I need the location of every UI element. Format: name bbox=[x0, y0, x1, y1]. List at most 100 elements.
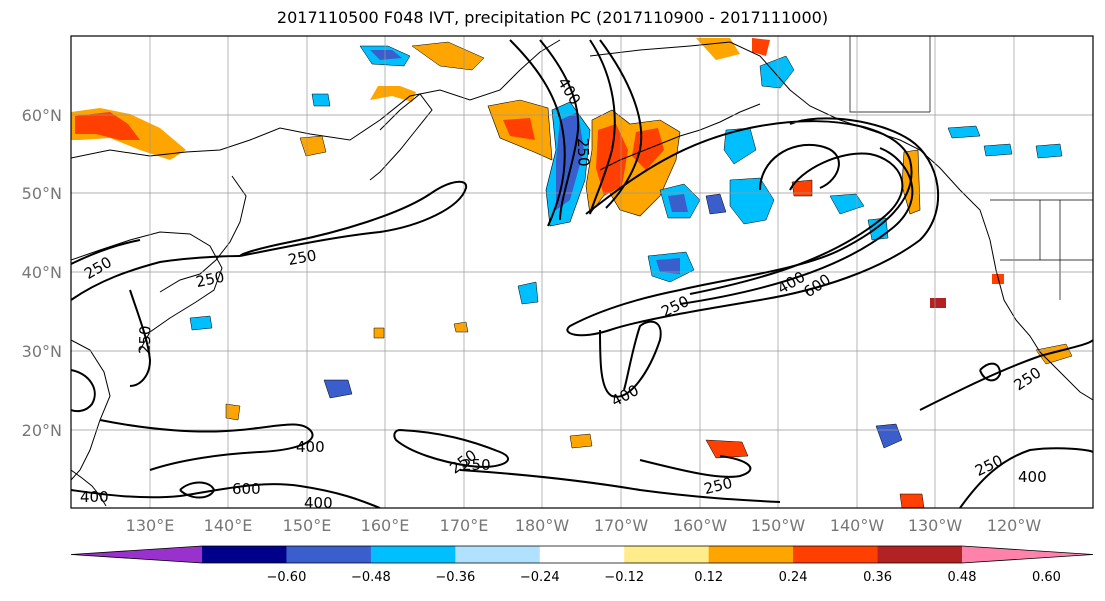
precip-positive-area bbox=[696, 38, 740, 60]
precip-positive-area bbox=[75, 112, 140, 140]
colorbar-segment bbox=[455, 546, 541, 563]
lon-label: 160°E bbox=[361, 516, 410, 535]
us-states-border bbox=[1000, 200, 1093, 300]
ivt-contour-line bbox=[959, 447, 1093, 508]
map-panel: 400 250 250 250 250 250 400 600 250 400 … bbox=[71, 36, 1093, 512]
precip-negative-area bbox=[983, 143, 1013, 157]
ivt-contour-line bbox=[979, 362, 1002, 382]
contour-label: 250 bbox=[194, 268, 226, 292]
ivt-contour-line bbox=[509, 39, 566, 227]
contour-label: 250 bbox=[574, 138, 593, 167]
lon-label: 130°W bbox=[908, 516, 963, 535]
precip-positive-area bbox=[569, 433, 593, 449]
precip-negative-area bbox=[668, 194, 688, 212]
colorbar-segment bbox=[539, 546, 625, 563]
political-borders bbox=[849, 36, 1093, 300]
lat-label: 40°N bbox=[22, 263, 62, 282]
alaska-coastline bbox=[589, 41, 1093, 401]
lon-label: 140°E bbox=[204, 516, 253, 535]
contour-label: 600 bbox=[232, 480, 261, 498]
ivt-contour-line bbox=[599, 39, 643, 209]
contour-label: 400 bbox=[554, 74, 584, 108]
precip-positive-area bbox=[930, 298, 946, 308]
lat-label: 30°N bbox=[22, 342, 62, 361]
colorbar-tick-label: 0.60 bbox=[1032, 570, 1061, 585]
lon-label: 170°E bbox=[440, 516, 489, 535]
lon-label: 180°W bbox=[515, 516, 570, 535]
contour-label: 250 bbox=[136, 325, 155, 354]
colorbar-tick-label: −0.36 bbox=[435, 570, 475, 585]
precip-positive-area bbox=[503, 118, 535, 140]
colorbar-tick-label: −0.48 bbox=[351, 570, 391, 585]
philippines-outline bbox=[71, 469, 107, 507]
lat-label: 50°N bbox=[22, 184, 62, 203]
asia-coastline bbox=[71, 39, 561, 159]
precip-positive-area bbox=[370, 86, 416, 102]
colorbar-extend-low bbox=[71, 546, 202, 563]
longitude-axis: 130°E 140°E 150°E 160°E 170°E 180°W 170°… bbox=[126, 516, 1042, 535]
ivt-contour-line bbox=[179, 481, 216, 499]
lon-label: 150°W bbox=[751, 516, 806, 535]
ivt-contour-line bbox=[589, 39, 616, 215]
map-frame bbox=[70, 35, 1094, 509]
precip-negative-area bbox=[517, 281, 539, 305]
japan-coastline bbox=[159, 175, 247, 293]
colorbar-tick-label: −0.12 bbox=[604, 570, 644, 585]
contour-label: 250 bbox=[287, 246, 318, 269]
colorbar-tick-label: 0.48 bbox=[948, 570, 977, 585]
colorbar-segment bbox=[286, 546, 372, 563]
latitude-axis: 60°N 50°N 40°N 30°N 20°N bbox=[22, 106, 62, 440]
colorbar-outline bbox=[70, 545, 1094, 564]
colorbar: −0.60 −0.48 −0.36 −0.24 −0.12 0.12 0.24 0.36 0.4… bbox=[70, 545, 1094, 585]
precip-positive-area bbox=[299, 135, 327, 157]
ivt-contour-line bbox=[539, 39, 580, 221]
colorbar-segment bbox=[877, 546, 963, 563]
kamchatka-coastline bbox=[369, 93, 433, 181]
contour-label: 250 bbox=[1011, 363, 1045, 394]
colorbar-extend-high bbox=[962, 546, 1093, 563]
colorbar-segment bbox=[624, 546, 710, 563]
ivt-contour-line bbox=[71, 483, 381, 508]
ivt-contour-line bbox=[71, 239, 141, 265]
precip-positive-area bbox=[373, 327, 385, 339]
precip-negative-area bbox=[370, 50, 402, 60]
contour-label: 400 bbox=[304, 494, 333, 512]
precip-negative-area bbox=[875, 423, 903, 449]
colorbar-segment bbox=[708, 546, 794, 563]
precip-negative-area bbox=[829, 193, 865, 215]
colorbar-tick-label: −0.60 bbox=[267, 570, 307, 585]
map-title: 2017110500 F048 IVT, precipitation PC (2… bbox=[276, 8, 829, 27]
precip-negative-area bbox=[311, 93, 331, 107]
colorbar-tick-label: 0.12 bbox=[694, 570, 723, 585]
lon-label: 160°W bbox=[673, 516, 728, 535]
precip-negative-area bbox=[759, 55, 795, 89]
ivt-contour-line bbox=[599, 320, 662, 398]
ivt-contour-line bbox=[393, 429, 509, 468]
precip-negative-area bbox=[705, 193, 727, 215]
ivt-contour-line bbox=[759, 143, 840, 191]
contour-label: 250 bbox=[702, 474, 734, 498]
ivt-contour-line bbox=[459, 469, 781, 503]
colorbar-segment bbox=[370, 546, 456, 563]
contour-label: 400 bbox=[296, 438, 325, 456]
lat-label: 20°N bbox=[22, 421, 62, 440]
precip-positive-area bbox=[899, 493, 925, 508]
lon-label: 140°W bbox=[830, 516, 885, 535]
lat-label: 60°N bbox=[22, 106, 62, 125]
precip-positive-area bbox=[752, 38, 770, 56]
precip-negative-area bbox=[947, 125, 981, 139]
precip-positive-area bbox=[225, 403, 241, 421]
lon-label: 130°E bbox=[126, 516, 175, 535]
precip-negative-area bbox=[323, 379, 353, 399]
ivt-contour-line bbox=[639, 455, 752, 478]
lon-label: 120°W bbox=[987, 516, 1042, 535]
lon-label: 170°W bbox=[594, 516, 649, 535]
colorbar-segment bbox=[793, 546, 879, 563]
ivt-contour-line bbox=[71, 369, 96, 413]
contour-label: 400 bbox=[1018, 468, 1047, 486]
coastlines bbox=[71, 39, 1093, 507]
colorbar-tick-label: 0.24 bbox=[779, 570, 808, 585]
ivt-contour-line bbox=[919, 339, 1093, 411]
precip-negative-area bbox=[656, 258, 680, 274]
